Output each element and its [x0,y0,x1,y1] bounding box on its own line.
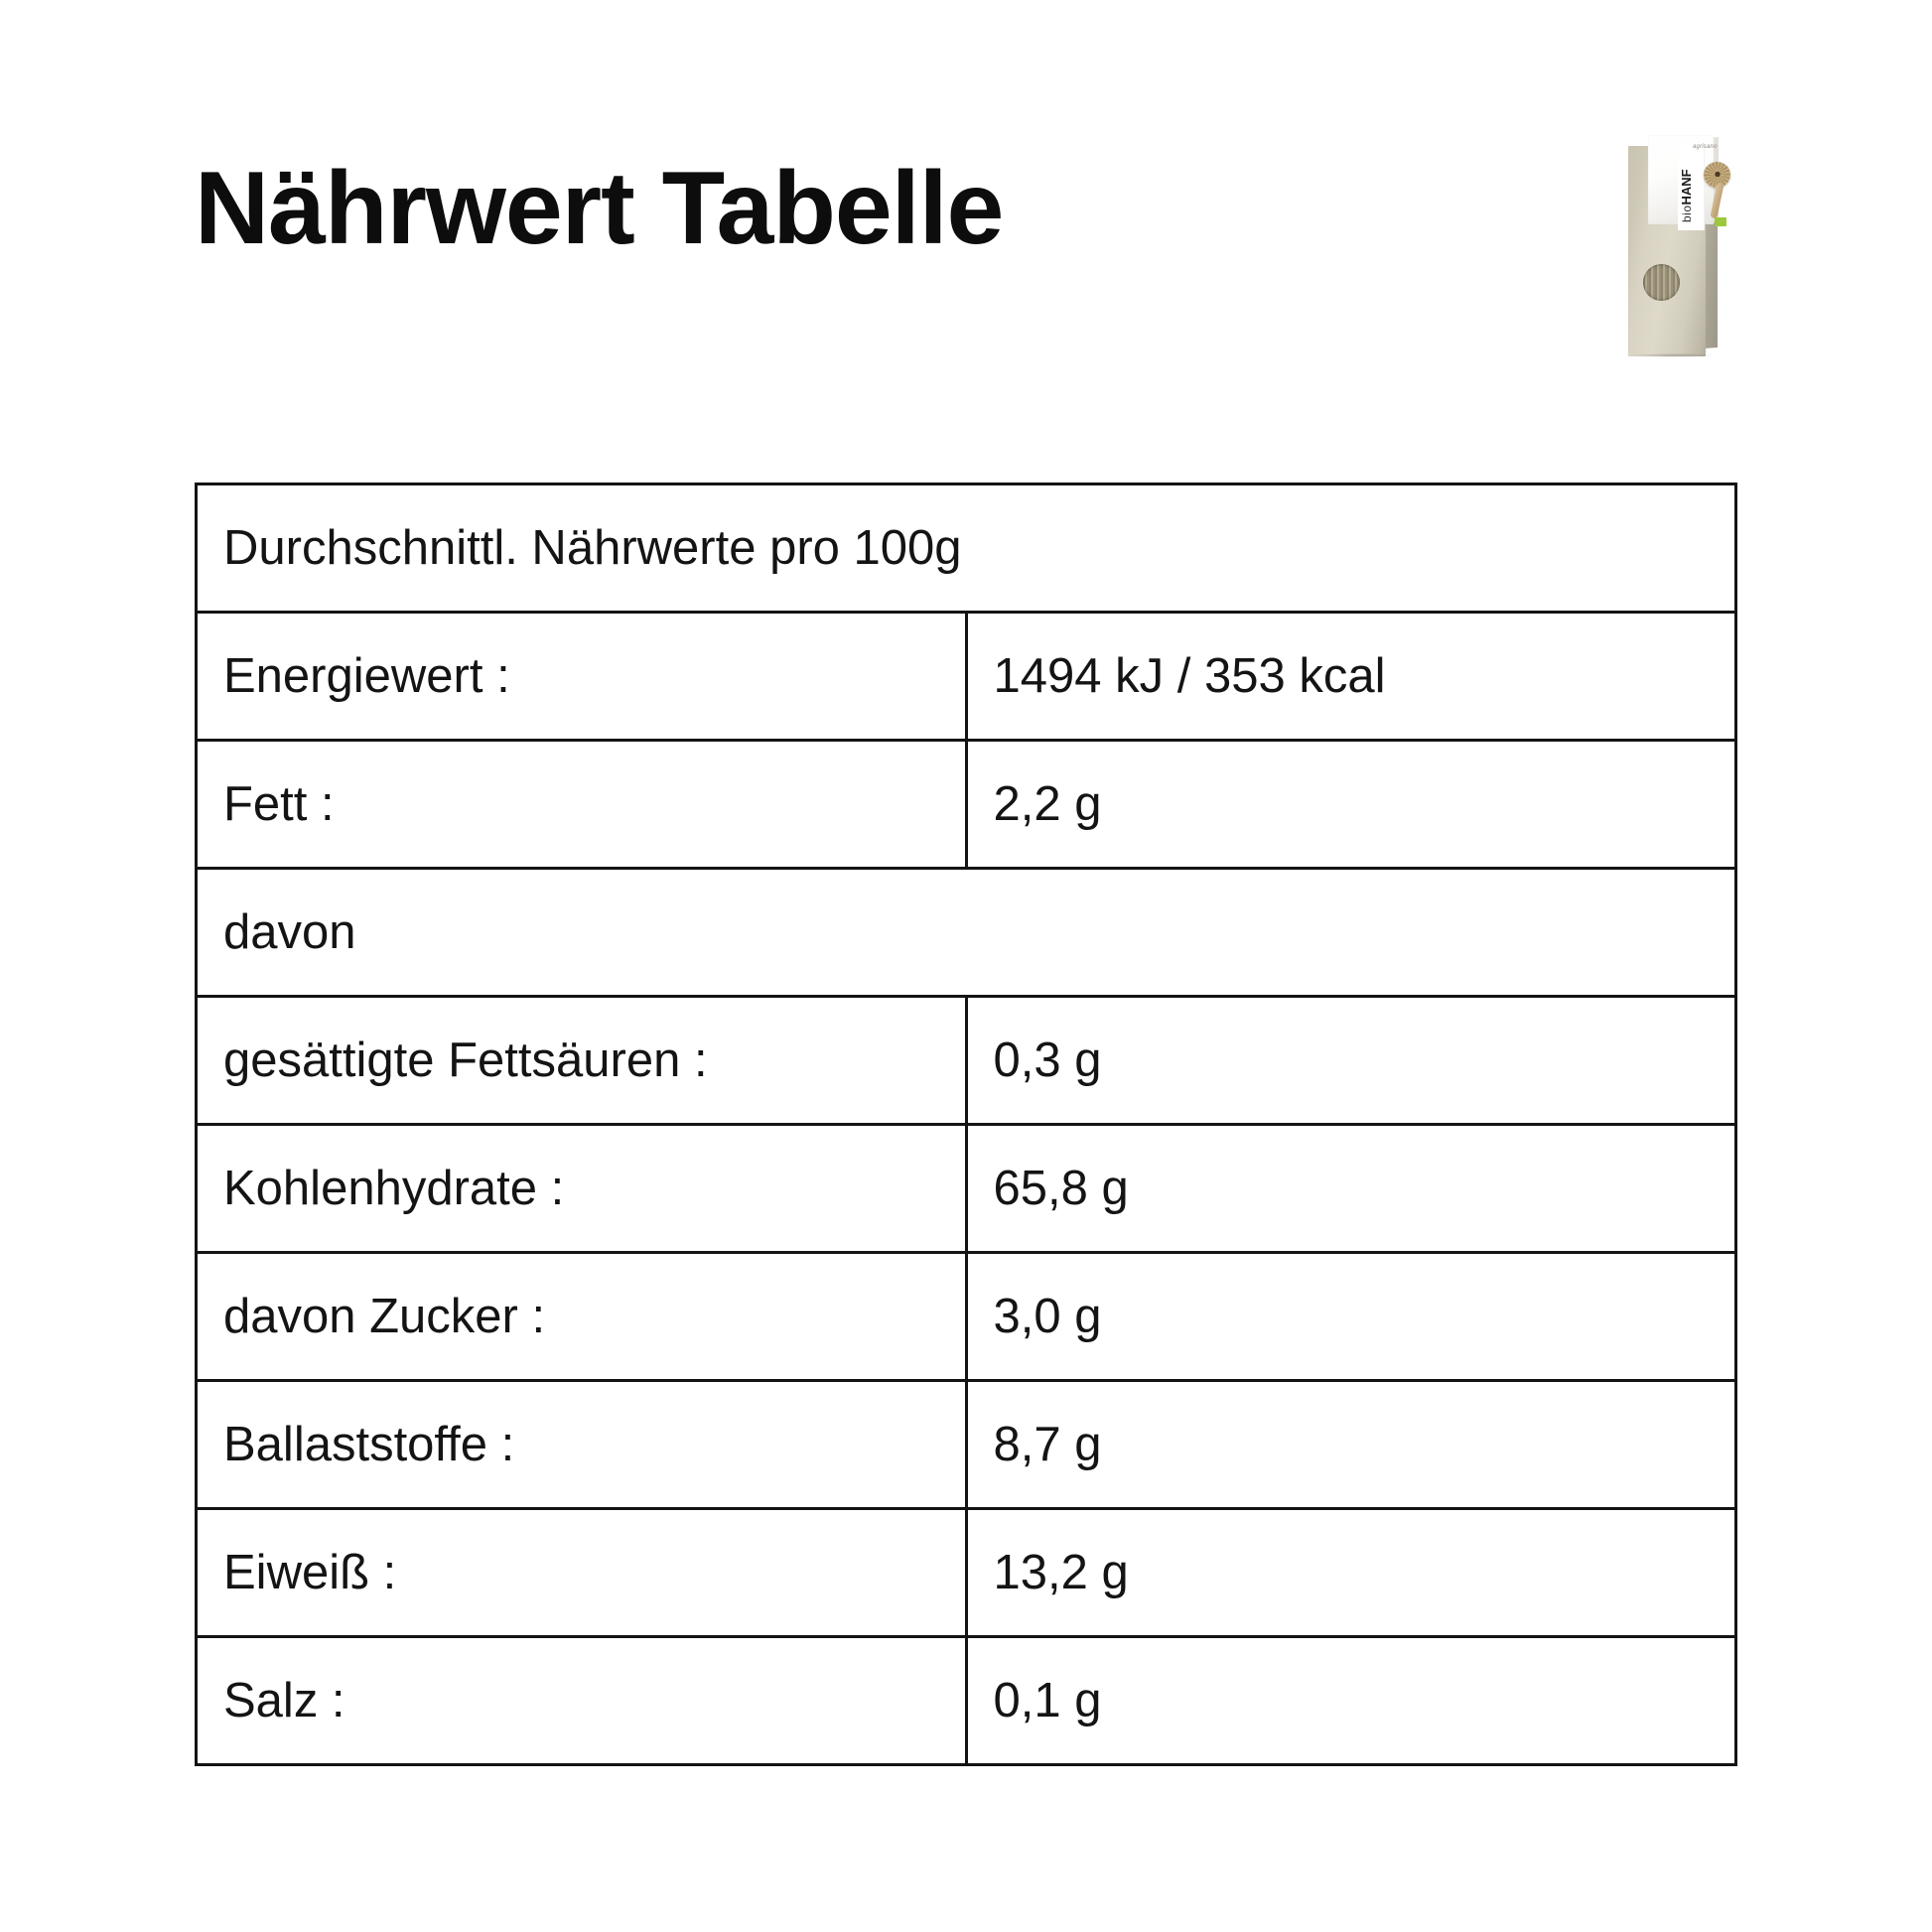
table-cell-value: 2,2 g [964,739,1737,870]
table-row: gesättigte Fettsäuren :0,3 g [195,995,1737,1126]
table-row: Fett :2,2 g [195,739,1737,870]
table-cell-label: davon [195,867,1737,998]
table-cell-value: 65,8 g [964,1123,1737,1254]
table-row: davon Zucker :3,0 g [195,1251,1737,1382]
package-bio-word: bio [1680,205,1694,222]
table-row: Energiewert :1494 kJ / 353 kcal [195,611,1737,742]
package-drop-shadow [1630,353,1716,357]
table-cell-label: Energiewert : [195,611,968,742]
table-header-cell: Durchschnittl. Nährwerte pro 100g [195,483,1737,614]
table-cell-label: Fett : [195,739,968,870]
table-header-row: Durchschnittl. Nährwerte pro 100g [195,483,1737,614]
table-row: Ballaststoffe :8,7 g [195,1379,1737,1510]
package-front-face: agrisano bioHANF [1648,135,1730,230]
table-row: Salz :0,1 g [195,1635,1737,1766]
table-cell-value: 8,7 g [964,1379,1737,1510]
hemp-pasta-strand-icon [1710,182,1725,219]
table-cell-value: 0,1 g [964,1635,1737,1766]
nutrition-table-body: Durchschnittl. Nährwerte pro 100g Energi… [195,483,1737,1766]
table-row: Eiweiß :13,2 g [195,1507,1737,1638]
package-hanf-word: HANF [1679,169,1694,206]
organic-badge-icon [1715,217,1726,226]
table-row: davon [195,867,1737,998]
table-cell-label: Salz : [195,1635,968,1766]
package-vertical-title: bioHANF [1679,169,1694,222]
page-title: Nährwert Tabelle [195,151,1004,266]
table-cell-label: davon Zucker : [195,1251,968,1382]
product-package-image: agrisano bioHANF [1612,132,1733,360]
table-cell-value: 13,2 g [964,1507,1737,1638]
table-cell-label: Ballaststoffe : [195,1379,968,1510]
package-viewing-window [1643,264,1680,301]
table-cell-value: 3,0 g [964,1251,1737,1382]
table-cell-value: 1494 kJ / 353 kcal [964,611,1737,742]
brand-logo-text: agrisano [1693,144,1718,150]
nutrition-table: Durchschnittl. Nährwerte pro 100g Energi… [195,483,1737,1766]
table-row: Kohlenhydrate :65,8 g [195,1123,1737,1254]
table-cell-label: gesättigte Fettsäuren : [195,995,968,1126]
table-cell-value: 0,3 g [964,995,1737,1126]
package-label-panel [1678,143,1705,230]
table-cell-label: Eiweiß : [195,1507,968,1638]
table-cell-label: Kohlenhydrate : [195,1123,968,1254]
